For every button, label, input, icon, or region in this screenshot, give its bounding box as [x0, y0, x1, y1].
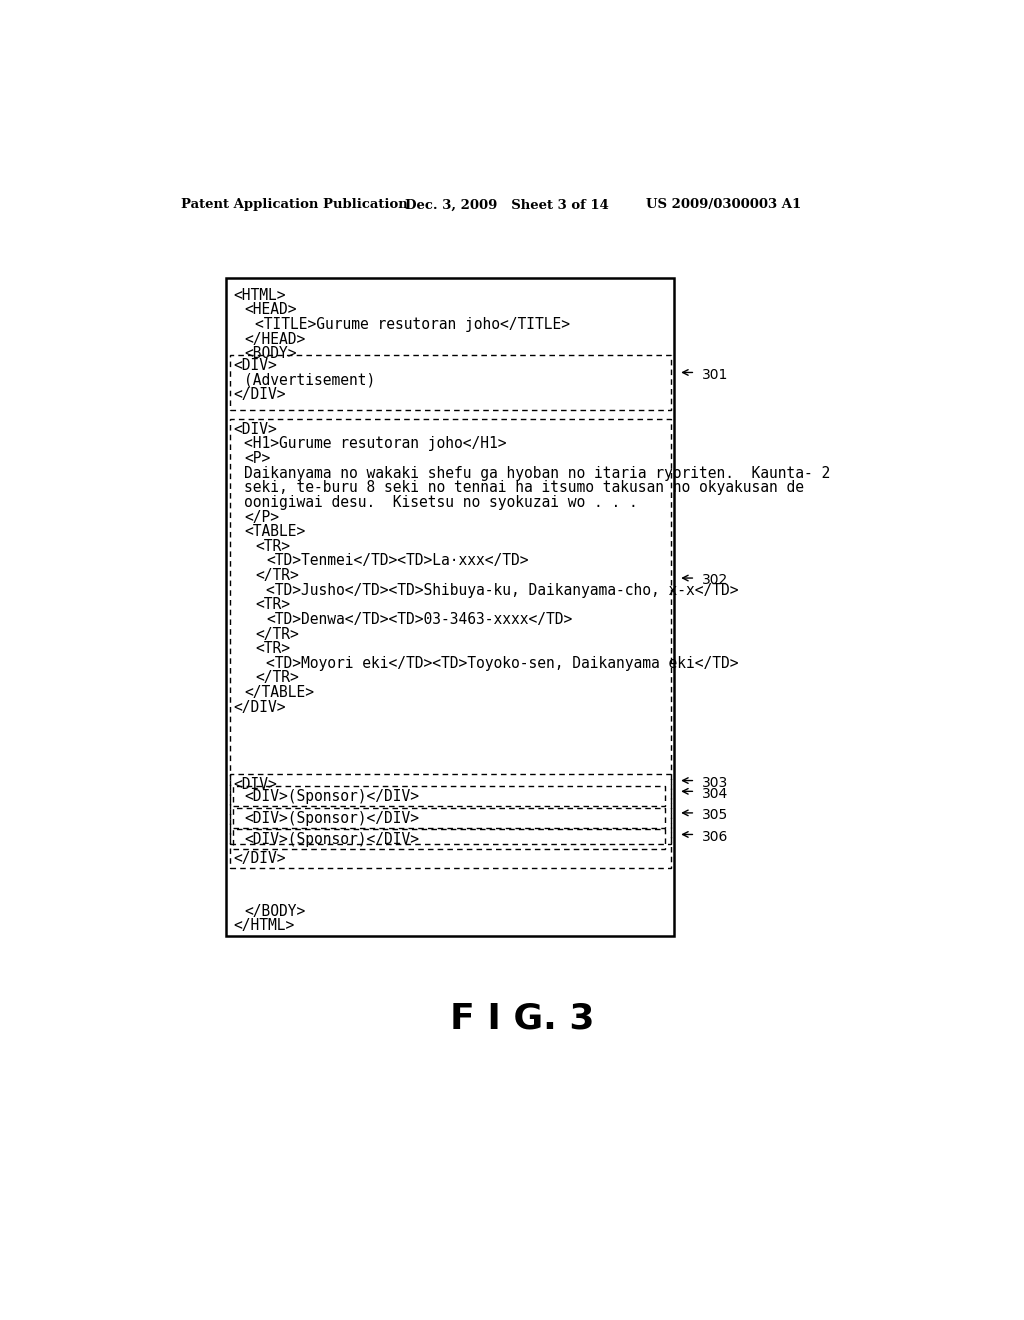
Text: 302: 302 [701, 573, 728, 587]
Text: </DIV>: </DIV> [233, 850, 286, 866]
Text: </DIV>: </DIV> [233, 700, 286, 714]
Bar [229, 355, 672, 411]
Text: US 2009/0300003 A1: US 2009/0300003 A1 [646, 198, 801, 211]
Text: <DIV>: <DIV> [233, 358, 278, 372]
Text: <TR>: <TR> [255, 642, 290, 656]
Text: 301: 301 [701, 368, 728, 381]
Text: <DIV>: <DIV> [233, 422, 278, 437]
Text: </P>: </P> [245, 510, 280, 524]
Text: <TR>: <TR> [255, 598, 290, 612]
Bar [232, 829, 665, 849]
Text: <TR>: <TR> [255, 539, 290, 554]
Text: <H1>Gurume resutoran joho</H1>: <H1>Gurume resutoran joho</H1> [245, 437, 507, 451]
Text: Dec. 3, 2009   Sheet 3 of 14: Dec. 3, 2009 Sheet 3 of 14 [406, 198, 609, 211]
Text: <HTML>: <HTML> [233, 288, 286, 302]
Text: seki, te-buru 8 seki no tennai ha itsumo takusan no okyakusan de: seki, te-buru 8 seki no tennai ha itsumo… [245, 480, 804, 495]
Text: </TABLE>: </TABLE> [245, 685, 314, 700]
Text: <DIV>: <DIV> [233, 777, 278, 792]
Text: (Advertisement): (Advertisement) [245, 372, 376, 388]
Text: <BODY>: <BODY> [245, 346, 297, 362]
Text: <TD>Jusho</TD><TD>Shibuya-ku, Daikanyama-cho, x-x</TD>: <TD>Jusho</TD><TD>Shibuya-ku, Daikanyama… [266, 582, 738, 598]
Text: <DIV>(Sponsor)</DIV>: <DIV>(Sponsor)</DIV> [245, 832, 419, 847]
Text: <TABLE>: <TABLE> [245, 524, 305, 539]
Text: </TR>: </TR> [255, 627, 299, 642]
Text: 305: 305 [701, 808, 728, 822]
Bar [229, 775, 672, 869]
Text: </BODY>: </BODY> [245, 904, 305, 919]
Text: oonigiwai desu.  Kisetsu no syokuzai wo . . .: oonigiwai desu. Kisetsu no syokuzai wo .… [245, 495, 638, 510]
Text: 303: 303 [701, 776, 728, 789]
Text: <TD>Tenmei</TD><TD>La·xxx</TD>: <TD>Tenmei</TD><TD>La·xxx</TD> [266, 553, 528, 569]
Text: Daikanyama no wakaki shefu ga hyoban no itaria ryoriten.  Kaunta- 2: Daikanyama no wakaki shefu ga hyoban no … [245, 466, 830, 480]
Text: 306: 306 [701, 830, 728, 843]
Bar [226, 277, 675, 936]
Text: 304: 304 [701, 787, 728, 801]
Text: </TR>: </TR> [255, 568, 299, 583]
Text: <P>: <P> [245, 451, 270, 466]
Text: </TR>: </TR> [255, 671, 299, 685]
Text: Patent Application Publication: Patent Application Publication [180, 198, 408, 211]
Text: <TITLE>Gurume resutoran joho</TITLE>: <TITLE>Gurume resutoran joho</TITLE> [255, 317, 570, 333]
Text: </HEAD>: </HEAD> [245, 331, 305, 347]
Text: <TD>Denwa</TD><TD>03-3463-xxxx</TD>: <TD>Denwa</TD><TD>03-3463-xxxx</TD> [266, 612, 572, 627]
Bar [229, 418, 672, 843]
Text: <DIV>(Sponsor)</DIV>: <DIV>(Sponsor)</DIV> [245, 789, 419, 804]
Text: <HEAD>: <HEAD> [245, 302, 297, 317]
Text: <TD>Moyori eki</TD><TD>Toyoko-sen, Daikanyama eki</TD>: <TD>Moyori eki</TD><TD>Toyoko-sen, Daika… [266, 656, 738, 671]
Bar [232, 808, 665, 828]
Text: F I G. 3: F I G. 3 [450, 1002, 594, 1036]
Text: </HTML>: </HTML> [233, 919, 295, 933]
Text: <DIV>(Sponsor)</DIV>: <DIV>(Sponsor)</DIV> [245, 810, 419, 825]
Text: </DIV>: </DIV> [233, 387, 286, 403]
Bar [232, 785, 665, 807]
